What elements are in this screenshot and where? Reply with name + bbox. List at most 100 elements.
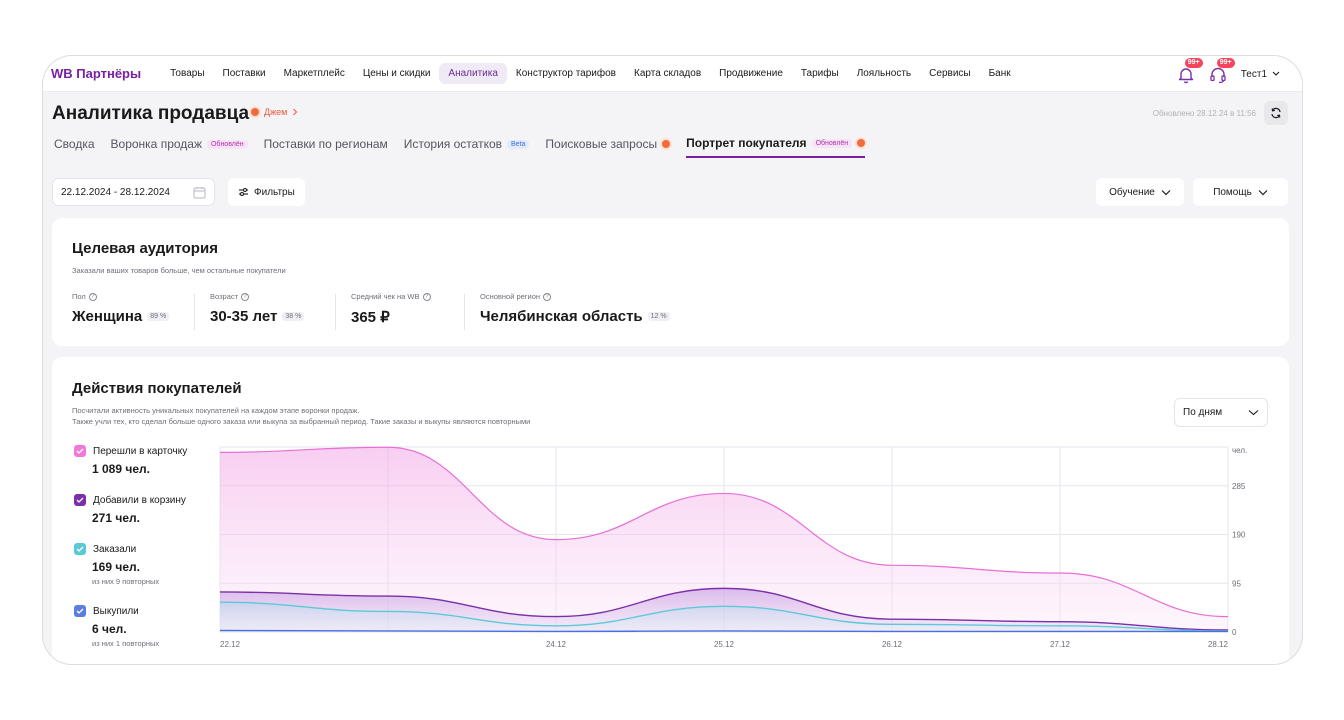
section-tabs: Сводка Воронка продаж Обновлён Поставки по …	[54, 136, 866, 158]
nav-item-3[interactable]: Цены и скидки	[362, 68, 431, 79]
notifications-button[interactable]: 99+	[1177, 58, 1203, 84]
series-line-2[interactable]	[220, 601, 1229, 632]
refresh-button[interactable]	[1264, 101, 1288, 125]
help-dropdown[interactable]: Помощь	[1193, 178, 1288, 206]
x-tick-label: 22.12	[220, 640, 241, 649]
nav-item-1[interactable]: Поставки	[222, 68, 266, 79]
headset-icon	[1210, 67, 1226, 84]
x-tick-label: 27.12	[1050, 640, 1071, 649]
filters-label: Фильтры	[254, 186, 295, 198]
checkbox-checked-icon[interactable]	[74, 605, 86, 617]
legend-value: 271 чел.	[92, 511, 140, 525]
jam-dot-icon	[251, 108, 259, 116]
logo[interactable]: WB Партнёры	[51, 66, 142, 81]
divider	[335, 294, 336, 330]
filters-button[interactable]: Фильтры	[228, 178, 305, 206]
app-window: WB Партнёры Товары Поставки Маркетплейс Цен…	[42, 55, 1303, 665]
support-button[interactable]: 99+	[1209, 58, 1235, 84]
tab-1[interactable]: Воронка продаж Обновлён	[111, 137, 248, 157]
x-tick-label: 26.12	[882, 640, 903, 649]
tab-3[interactable]: История остатков Beta	[404, 137, 530, 157]
chevron-down-icon	[1248, 410, 1259, 416]
y-tick-label: 285	[1232, 482, 1246, 491]
support-badge: 99+	[1216, 58, 1235, 68]
x-tick-label: 25.12	[714, 640, 735, 649]
audience-subtitle: Заказали ваших товаров больше, чем остал…	[72, 266, 286, 275]
learning-dropdown[interactable]: Обучение	[1096, 178, 1184, 206]
metric-label: Возраст	[210, 292, 239, 301]
tab-tag: Beta	[507, 139, 530, 149]
nav-item-2[interactable]: Маркетплейс	[283, 68, 345, 79]
help-icon[interactable]: ?	[241, 292, 250, 301]
nav-item-6[interactable]: Карта складов	[634, 68, 702, 79]
learning-label: Обучение	[1109, 186, 1155, 198]
period-value: По дням	[1183, 407, 1223, 418]
metric-label: Пол	[72, 292, 86, 301]
metric-avg-check: Средний чек на WB? 365 ₽	[351, 292, 431, 326]
user-menu[interactable]: Тест1	[1241, 69, 1280, 80]
metric-percent: 89 %	[147, 312, 170, 321]
series-area-2	[220, 602, 1228, 632]
tab-2[interactable]: Поставки по регионам	[264, 137, 388, 157]
legend-item-purchased[interactable]: Выкупили 6 чел. из них 1 повторных	[74, 605, 159, 648]
y-tick-label: 95	[1232, 579, 1241, 588]
legend-item-added-to-cart[interactable]: Добавили в корзину 271 чел.	[74, 494, 186, 525]
legend-label: Заказали	[93, 543, 137, 555]
jam-link[interactable]: Джем	[251, 107, 298, 117]
updated-timestamp: Обновлено 28.12.24 в 11:56	[1152, 109, 1256, 118]
nav-item-5[interactable]: Конструктор тарифов	[515, 68, 616, 79]
notifications-badge: 99+	[1184, 58, 1203, 68]
help-icon[interactable]: ?	[543, 292, 552, 301]
help-icon[interactable]: ?	[422, 292, 431, 301]
metric-region: Основной регион? Челябинская область 12 %	[480, 292, 670, 325]
checkbox-checked-icon[interactable]	[74, 543, 86, 555]
checkbox-checked-icon[interactable]	[74, 494, 86, 506]
legend-item-ordered[interactable]: Заказали 169 чел. из них 9 повторных	[74, 543, 159, 586]
metric-label: Основной регион	[480, 292, 541, 301]
tab-label: Поисковые запросы	[545, 137, 658, 151]
refresh-icon	[1271, 107, 1281, 119]
user-name: Тест1	[1240, 68, 1267, 80]
help-icon[interactable]: ?	[88, 292, 97, 301]
legend-label: Перешли в карточку	[93, 445, 188, 457]
y-unit-label: чел.	[1232, 446, 1247, 455]
date-range-picker[interactable]: 22.12.2024 - 28.12.2024	[52, 178, 215, 206]
tab-label: Воронка продаж	[110, 137, 202, 151]
tab-0[interactable]: Сводка	[54, 137, 95, 157]
series-line-1[interactable]	[220, 587, 1229, 631]
metric-percent: 38 %	[282, 312, 305, 321]
nav-item-10[interactable]: Сервисы	[929, 68, 971, 79]
metric-value: Челябинская область	[480, 308, 643, 325]
tab-label: Портрет покупателя	[686, 136, 807, 150]
nav-item-4[interactable]: Аналитика	[439, 63, 507, 84]
actions-subtitle-line1: Посчитали активность уникальных покупате…	[72, 406, 360, 415]
nav-item-9[interactable]: Лояльность	[856, 68, 912, 79]
target-audience-card: Целевая аудитория Заказали ваших товаров…	[52, 218, 1289, 346]
tab-4[interactable]: Поисковые запросы	[545, 137, 671, 157]
help-label: Помощь	[1213, 186, 1252, 198]
tab-label: История остатков	[403, 137, 503, 151]
series-line-3[interactable]	[220, 629, 1228, 633]
tab-label: Поставки по регионам	[263, 137, 388, 151]
chevron-down-icon	[1272, 71, 1280, 76]
metric-value: 365 ₽	[351, 309, 390, 326]
legend-item-card-visits[interactable]: Перешли в карточку 1 089 чел.	[74, 445, 187, 476]
new-dot-icon	[857, 139, 866, 147]
legend-value: 6 чел.	[92, 622, 127, 636]
tooltip-mask	[305, 637, 445, 664]
nav-item-7[interactable]: Продвижение	[719, 68, 783, 79]
nav-item-8[interactable]: Тарифы	[800, 68, 839, 79]
nav-item-0[interactable]: Товары	[170, 68, 205, 79]
series-line-0[interactable]	[220, 446, 1229, 618]
series-area-0	[220, 447, 1228, 632]
x-tick-label: 24.12	[546, 640, 567, 649]
tab-5[interactable]: Портрет покупателя Обновлён	[686, 136, 866, 158]
buyer-actions-chart: 0 95 190 285 чел. 22.12 24.12 25.12 26.12 27.12 28…	[219, 446, 1247, 664]
actions-subtitle-line2: Также учли тех, кто сделал больше одного…	[72, 417, 531, 426]
y-tick-label: 0	[1232, 628, 1237, 637]
nav-item-11[interactable]: Банк	[988, 68, 1011, 79]
checkbox-checked-icon[interactable]	[74, 445, 86, 457]
new-dot-icon	[662, 140, 671, 148]
actions-title: Действия покупателей	[72, 380, 242, 397]
period-select[interactable]: По дням	[1174, 398, 1268, 427]
